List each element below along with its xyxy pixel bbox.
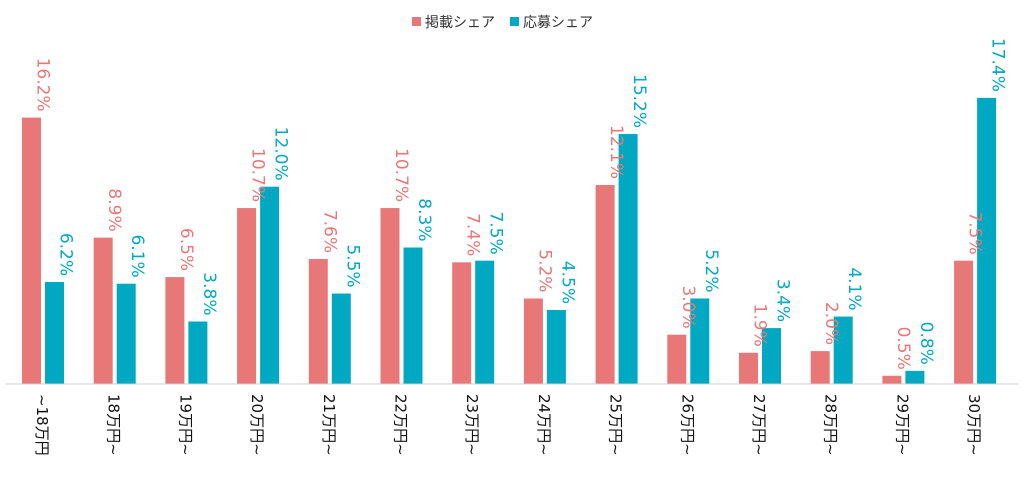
value-label-1-5: 8.3% — [414, 198, 434, 241]
legend: 掲載シェア 応募シェア — [412, 15, 593, 31]
bar-0-7 — [523, 298, 543, 384]
value-label-1-10: 3.4% — [773, 279, 793, 322]
bar-0-5 — [380, 208, 400, 384]
category-label-5: 22万円~ — [392, 394, 410, 456]
bar-1-2 — [188, 321, 208, 384]
value-label-0-6: 7.4% — [463, 213, 483, 256]
category-label-4: 21万円~ — [320, 394, 338, 456]
category-label-11: 28万円~ — [822, 394, 840, 456]
category-label-8: 25万円~ — [607, 394, 625, 456]
bar-1-0 — [45, 282, 64, 384]
category-labels: ~18万円 18万円~ 19万円~ 20万円~ 21万円~ 22万円~ 23万円~ 24万円~… — [33, 394, 983, 456]
bar-1-3 — [260, 186, 280, 384]
bar-0-13 — [954, 260, 974, 384]
value-label-1-9: 5.2% — [701, 249, 721, 292]
bar-0-10 — [739, 352, 758, 384]
bar-1-5 — [403, 247, 423, 384]
value-label-0-13: 7.5% — [965, 211, 985, 254]
value-label-1-2: 3.8% — [199, 272, 219, 315]
bar-0-9 — [667, 334, 687, 384]
category-label-1: 18万円~ — [105, 394, 123, 456]
legend-label-0: 掲載シェア — [425, 15, 495, 31]
category-label-2: 19万円~ — [176, 394, 194, 456]
legend-swatch-1 — [510, 17, 519, 26]
legend-label-1: 応募シェア — [523, 15, 593, 31]
value-label-1-12: 0.8% — [916, 322, 936, 365]
bar-1-12 — [905, 370, 925, 384]
category-label-9: 26万円~ — [678, 394, 696, 456]
value-label-1-6: 7.5% — [486, 211, 506, 254]
bar-0-4 — [308, 259, 328, 384]
bars — [22, 97, 997, 384]
value-label-0-9: 3.0% — [678, 285, 698, 328]
category-label-10: 27万円~ — [750, 394, 768, 456]
category-label-12: 29万円~ — [893, 394, 911, 456]
category-label-0: ~18万円 — [33, 394, 51, 456]
bar-0-8 — [595, 185, 615, 384]
value-label-0-3: 10.7% — [248, 148, 268, 202]
value-label-1-11: 4.1% — [844, 267, 864, 310]
bar-1-10 — [762, 328, 781, 384]
category-label-7: 24万円~ — [535, 394, 553, 456]
value-label-1-1: 6.1% — [127, 234, 147, 277]
bar-0-3 — [237, 208, 257, 384]
value-label-0-8: 12.1% — [606, 125, 626, 179]
value-label-1-4: 5.5% — [342, 244, 362, 287]
value-label-0-10: 1.9% — [750, 304, 770, 347]
value-label-1-13: 17.4% — [988, 38, 1008, 92]
category-label-3: 20万円~ — [248, 394, 266, 456]
bar-1-9 — [690, 298, 710, 384]
value-label-0-2: 6.5% — [176, 228, 196, 271]
bar-1-8 — [618, 134, 638, 384]
category-label-13: 30万円~ — [965, 394, 983, 456]
value-label-1-7: 4.5% — [557, 261, 577, 304]
bar-1-4 — [331, 293, 351, 384]
bar-0-6 — [452, 262, 472, 384]
value-label-0-12: 0.5% — [893, 327, 913, 370]
bar-1-1 — [116, 283, 136, 384]
bar-0-0 — [22, 117, 41, 384]
value-labels: 16.2%6.2%8.9%6.1% 6.5%3.8%10.7% 12.0%7.6%5… — [33, 38, 1008, 370]
bar-1-11 — [833, 316, 853, 384]
category-label-6: 23万円~ — [463, 394, 481, 456]
value-label-0-11: 2.0% — [821, 302, 841, 345]
bar-0-2 — [165, 277, 185, 384]
value-label-0-4: 7.6% — [319, 210, 339, 253]
bar-1-13 — [977, 97, 997, 384]
value-label-0-0: 16.2% — [33, 58, 53, 112]
value-label-1-3: 12.0% — [271, 127, 291, 181]
bar-0-1 — [93, 237, 113, 384]
bar-1-6 — [475, 260, 495, 384]
legend-swatch-0 — [412, 17, 421, 26]
bar-0-11 — [810, 351, 830, 384]
value-label-1-8: 15.2% — [629, 74, 649, 128]
value-label-1-0: 6.2% — [56, 233, 76, 276]
bar-0-12 — [882, 375, 902, 384]
value-label-0-1: 8.9% — [104, 188, 124, 231]
value-label-0-7: 5.2% — [534, 249, 554, 292]
bar-1-7 — [546, 310, 566, 384]
value-label-0-5: 10.7% — [391, 148, 411, 202]
